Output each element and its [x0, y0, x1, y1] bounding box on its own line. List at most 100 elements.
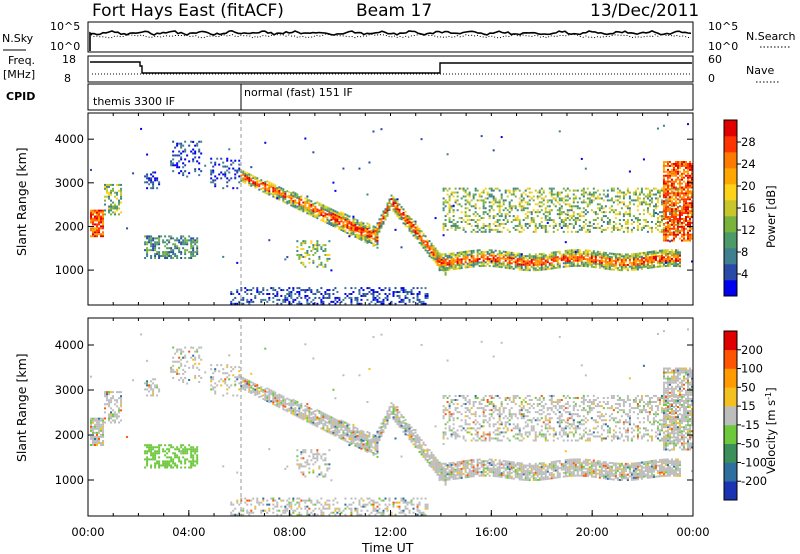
power-echo	[300, 207, 303, 210]
power-echo	[560, 199, 563, 202]
power-echo	[276, 291, 279, 294]
power-echo	[680, 235, 683, 238]
power-echo	[552, 224, 555, 227]
power-echo	[600, 253, 603, 256]
power-echo	[592, 222, 595, 225]
power-echo	[518, 252, 521, 255]
colorbar-swatch	[724, 184, 737, 201]
velocity-echo	[146, 394, 149, 397]
power-echo	[196, 251, 199, 254]
power-echo	[280, 195, 283, 198]
power-echo	[638, 266, 641, 269]
power-echo	[352, 233, 355, 236]
power-echo	[508, 201, 511, 204]
power-echo	[442, 262, 445, 265]
power-echo	[186, 241, 189, 244]
power-echo	[384, 215, 387, 218]
power-echo	[96, 225, 99, 228]
power-echo	[266, 189, 269, 192]
power-echo	[230, 302, 233, 305]
power-echo	[464, 257, 467, 260]
power-echo	[584, 222, 587, 225]
power-echo	[538, 205, 541, 208]
power-echo	[676, 176, 679, 179]
power-echo	[190, 243, 193, 246]
power-echo	[636, 226, 639, 229]
power-echo	[576, 217, 579, 220]
velocity-echo	[120, 409, 123, 412]
power-echo	[608, 257, 611, 260]
power-echo	[644, 256, 647, 259]
power-echo	[676, 259, 679, 262]
power-echo	[470, 260, 473, 263]
velocity-echo	[92, 421, 95, 424]
power-echo	[156, 237, 159, 240]
power-echo	[332, 225, 335, 228]
power-echo	[614, 263, 617, 266]
power-echo	[668, 180, 671, 183]
power-echo	[530, 256, 533, 259]
power-echo	[446, 153, 449, 156]
velocity-echo	[154, 466, 157, 469]
power-echo	[264, 189, 267, 192]
power-echo	[170, 247, 173, 250]
power-echo	[150, 257, 153, 259]
velocity-echo	[176, 348, 179, 351]
velocity-echo	[168, 444, 171, 447]
velocity-echo	[102, 433, 105, 436]
power-echo	[414, 226, 417, 229]
power-echo	[672, 210, 675, 213]
power-echo	[634, 263, 637, 266]
power-echo	[678, 178, 681, 181]
power-echo	[330, 217, 333, 220]
power-echo	[520, 254, 523, 257]
power-echo	[410, 223, 413, 226]
power-echo	[484, 187, 487, 190]
power-echo	[192, 237, 195, 240]
power-echo	[350, 293, 353, 295]
power-echo	[392, 203, 395, 206]
power-echo	[486, 252, 489, 255]
power-echo	[672, 237, 675, 240]
power-echo	[502, 254, 505, 257]
velocity-echo	[274, 499, 277, 502]
power-echo	[490, 195, 493, 198]
power-echo	[260, 187, 263, 190]
power-echo	[414, 223, 417, 226]
power-echo	[364, 235, 367, 238]
power-echo	[308, 261, 311, 264]
power-echo	[248, 289, 251, 292]
power-echo	[592, 258, 595, 261]
power-echo	[664, 259, 667, 262]
velocity-echo	[146, 446, 149, 449]
power-echo	[398, 212, 401, 215]
power-echo	[266, 187, 269, 190]
power-echo	[600, 211, 603, 214]
power-echo	[412, 224, 415, 227]
power-echo	[418, 229, 421, 232]
power-echo	[368, 225, 371, 228]
velocity-echo	[112, 419, 115, 422]
power-echo	[586, 205, 589, 208]
velocity-echo	[184, 346, 187, 349]
power-echo	[680, 172, 683, 175]
power-echo	[686, 208, 689, 211]
power-echo	[690, 260, 693, 263]
power-echo	[524, 189, 527, 192]
power-echo	[268, 239, 271, 242]
power-echo	[154, 177, 157, 180]
power-echo	[352, 224, 355, 227]
power-echo	[238, 293, 241, 295]
power-echo	[672, 174, 675, 177]
power-echo	[356, 229, 359, 232]
power-echo	[294, 201, 297, 204]
power-echo	[616, 256, 619, 259]
velocity-echo	[168, 450, 171, 453]
power-echo	[190, 245, 193, 248]
power-echo	[630, 228, 633, 231]
power-echo	[682, 198, 685, 201]
power-echo	[434, 256, 437, 259]
power-echo	[230, 293, 233, 295]
power-echo	[642, 264, 645, 267]
power-echo	[112, 201, 115, 204]
